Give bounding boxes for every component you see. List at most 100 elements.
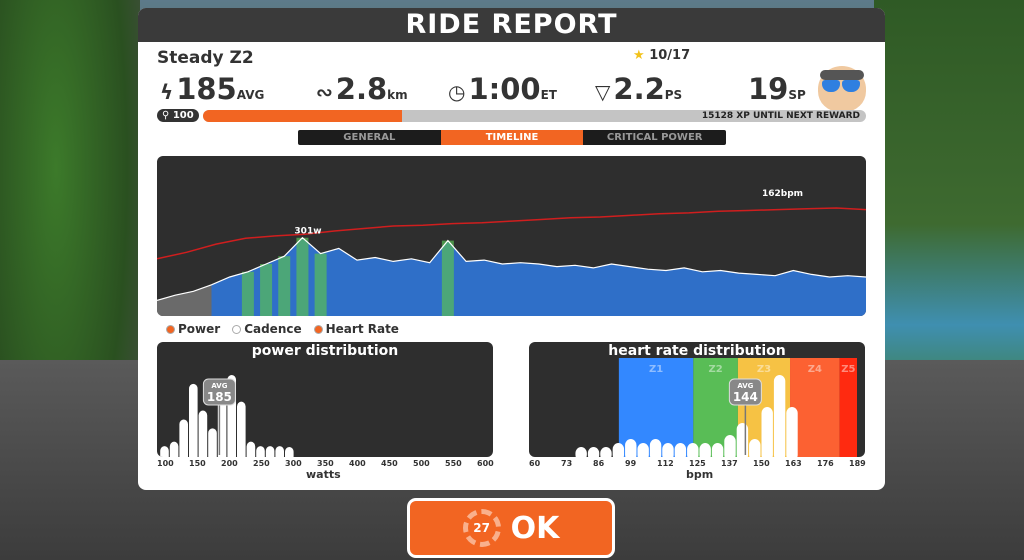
axis-tick: 300 bbox=[285, 459, 302, 468]
zone-label: Z3 bbox=[757, 364, 771, 375]
timeline-chart: 301w 162bpm bbox=[157, 156, 866, 316]
stat-unit: km bbox=[387, 88, 408, 102]
histogram-bar bbox=[724, 435, 736, 457]
toggle-icon bbox=[166, 325, 175, 334]
stat-elapsed-time: ◷ 1:00 ET bbox=[448, 72, 557, 106]
lightning-icon: ϟ bbox=[160, 80, 174, 104]
axis-tick: 100 bbox=[157, 459, 174, 468]
stat-sport-points: 19 SP bbox=[748, 72, 806, 106]
countdown-value: 27 bbox=[473, 521, 490, 535]
legend-power[interactable]: Power bbox=[166, 322, 220, 336]
axis-tick: 176 bbox=[817, 459, 834, 468]
stars-value: 10/17 bbox=[649, 48, 691, 63]
level-badge: ⚲ 100 bbox=[157, 109, 199, 122]
stat-distance: ∾ 2.8 km bbox=[316, 72, 408, 106]
stat-unit: ET bbox=[540, 88, 557, 102]
histogram-bar bbox=[265, 446, 275, 457]
star-icon: ★ bbox=[633, 48, 645, 63]
power-zone-segment bbox=[278, 256, 291, 316]
histogram-bar bbox=[649, 439, 662, 457]
histogram-bar bbox=[256, 446, 265, 457]
heart-rate-line bbox=[157, 207, 866, 260]
histogram-bar bbox=[275, 446, 284, 457]
stat-unit: AVG bbox=[236, 88, 265, 102]
axis-tick: 189 bbox=[849, 459, 866, 468]
histogram-bar bbox=[786, 407, 798, 457]
avg-value: 144 bbox=[733, 390, 758, 404]
zone-label: Z4 bbox=[808, 364, 822, 375]
histogram-bar bbox=[674, 443, 687, 457]
xp-progress-bar: ⚲ 100 15128 XP UNTIL NEXT REWARD bbox=[157, 109, 866, 122]
ok-button[interactable]: 27 OK bbox=[407, 498, 615, 558]
zone-label: Z5 bbox=[841, 364, 855, 375]
legend-cadence[interactable]: Cadence bbox=[232, 322, 302, 336]
page-title: RIDE REPORT bbox=[138, 8, 885, 42]
toggle-icon bbox=[232, 325, 242, 334]
axis-tick: 99 bbox=[625, 459, 637, 468]
power-zone-segment bbox=[296, 237, 309, 316]
stat-unit: PS bbox=[664, 88, 683, 102]
chart-title: heart rate distribution bbox=[608, 343, 786, 359]
histogram-bar bbox=[189, 383, 198, 457]
histogram-bar bbox=[169, 441, 179, 457]
axis-tick: 60 bbox=[529, 459, 541, 468]
histogram-bar bbox=[662, 443, 674, 457]
histogram-bar bbox=[749, 439, 761, 457]
histogram-bar bbox=[773, 375, 786, 457]
power-zone-segment bbox=[260, 264, 273, 316]
axis-tick: 86 bbox=[593, 459, 605, 468]
stars-count: ★ 10/17 bbox=[633, 48, 690, 63]
stat-unit: SP bbox=[788, 88, 806, 102]
workout-name: Steady Z2 bbox=[157, 48, 254, 68]
axis-tick: 112 bbox=[657, 459, 674, 468]
legend-label: Cadence bbox=[244, 322, 302, 336]
power-zone-segment bbox=[314, 253, 327, 316]
axis-tick: 550 bbox=[445, 459, 462, 468]
hr-zone-z4 bbox=[790, 358, 840, 457]
histogram-bar bbox=[285, 447, 294, 457]
axis-tick: 73 bbox=[561, 459, 573, 468]
axis-tick: 350 bbox=[317, 459, 334, 468]
stat-value: 185 bbox=[176, 72, 237, 106]
tab-critical-power[interactable]: CRITICAL POWER bbox=[606, 132, 703, 143]
axis-tick: 250 bbox=[253, 459, 270, 468]
axis-tick: 137 bbox=[721, 459, 738, 468]
stat-value: 2.8 bbox=[335, 72, 388, 106]
clock-icon: ◷ bbox=[448, 80, 466, 104]
histogram-bar bbox=[237, 401, 246, 457]
histogram-bar bbox=[587, 447, 600, 457]
power-zone-segment bbox=[441, 240, 454, 316]
axis-tick: 400 bbox=[349, 459, 366, 468]
axis-tick: 600 bbox=[477, 459, 494, 468]
histogram-bar bbox=[711, 443, 724, 457]
histogram-bar bbox=[687, 443, 699, 457]
power-axis-label: watts bbox=[306, 468, 341, 481]
stat-value: 19 bbox=[748, 72, 789, 106]
power-distribution-chart: power distribution AVG 185 bbox=[157, 342, 493, 457]
stat-pizza-slices: ▽ 2.2 PS bbox=[595, 72, 682, 106]
tab-general[interactable]: GENERAL bbox=[343, 132, 396, 143]
axis-tick: 200 bbox=[221, 459, 238, 468]
histogram-bar bbox=[612, 443, 625, 457]
zone-label: Z2 bbox=[708, 364, 722, 375]
legend-heart-rate[interactable]: Heart Rate bbox=[313, 322, 399, 336]
power-zone-segment bbox=[241, 271, 254, 316]
power-line bbox=[157, 236, 866, 301]
xp-fill bbox=[202, 109, 402, 122]
hr-peak-label: 162bpm bbox=[762, 189, 803, 199]
tab-timeline[interactable]: TIMELINE bbox=[440, 130, 584, 145]
histogram-bar bbox=[699, 443, 711, 457]
hr-zone-z5 bbox=[839, 358, 857, 457]
pizza-icon: ▽ bbox=[595, 80, 611, 104]
level-value: 100 bbox=[172, 110, 194, 121]
avg-badge bbox=[202, 378, 236, 406]
histogram-bar bbox=[637, 443, 649, 457]
avatar bbox=[818, 66, 866, 112]
axis-tick: 150 bbox=[753, 459, 770, 468]
histogram-bar bbox=[600, 447, 612, 457]
hr-axis-label: bpm bbox=[686, 468, 714, 481]
ok-label: OK bbox=[510, 510, 560, 546]
stat-avg-power: ϟ 185 AVG bbox=[160, 72, 264, 106]
zone-label: Z1 bbox=[649, 364, 663, 375]
